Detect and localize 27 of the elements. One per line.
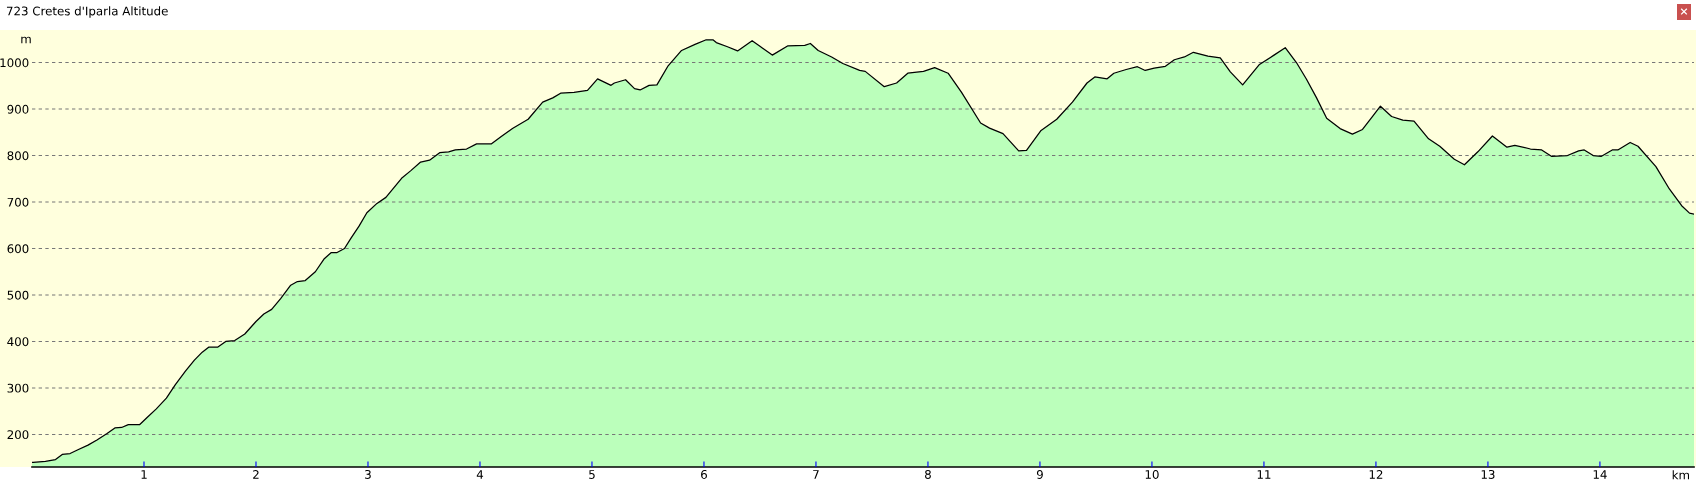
x-tick-label: 7 [813, 470, 819, 479]
y-tick-label: 900 [7, 104, 29, 114]
x-tick-label: 5 [589, 470, 595, 479]
x-axis-title: km [1672, 470, 1689, 480]
x-tick-label: 12 [1369, 469, 1383, 479]
x-tick-label: 1 [141, 470, 147, 479]
y-tick-label: 300 [7, 383, 29, 393]
x-tick-label: 14 [1593, 470, 1607, 479]
x-tick-label: 3 [365, 469, 371, 479]
y-tick-label: 600 [7, 244, 29, 254]
x-tick-label: 2 [253, 469, 259, 479]
x-tick-label: 10 [1145, 469, 1159, 479]
x-tick-label: 11 [1257, 470, 1271, 479]
x-tick-label: 9 [1036, 469, 1043, 479]
y-tick-label: 700 [7, 197, 29, 207]
text: × [1680, 8, 1688, 15]
y-tick-label: 200 [7, 430, 29, 440]
y-axis-title: m [21, 36, 31, 44]
y-tick-label: 1000 [0, 58, 29, 68]
x-tick-label: 13 [1481, 469, 1495, 479]
x-tick-label: 8 [925, 469, 931, 479]
y-tick-label: 800 [7, 151, 29, 161]
chart-title: 723 Cretes d'Iparla Altitude [6, 6, 168, 18]
x-tick-label: 6 [701, 469, 707, 479]
x-tick-label: 4 [476, 470, 484, 479]
y-tick-label: 400 [7, 337, 29, 347]
y-tick-label: 500 [7, 290, 29, 300]
